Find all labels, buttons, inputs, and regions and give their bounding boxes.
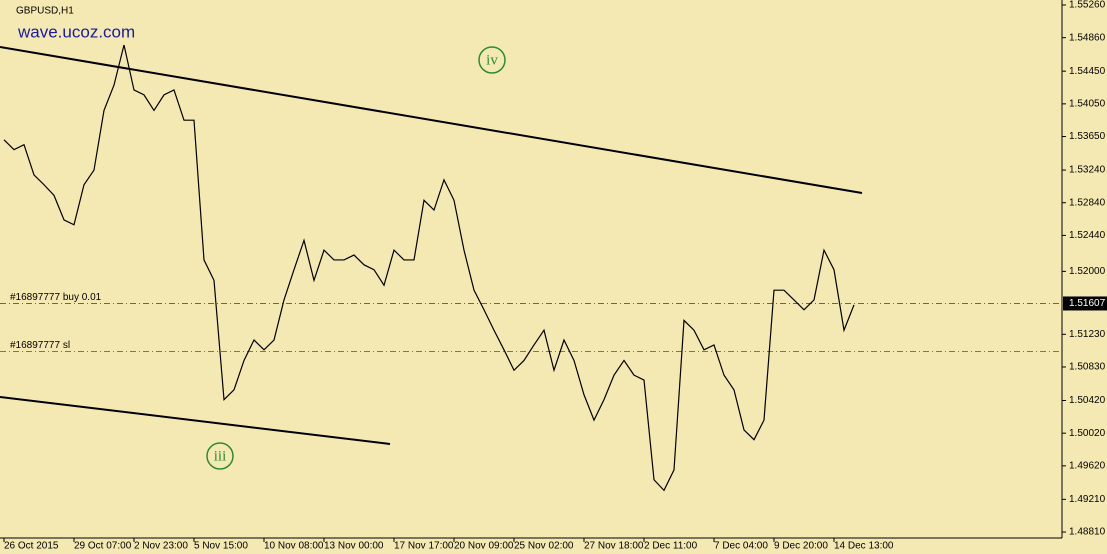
x-tick-label: 7 Dec 04:00 bbox=[714, 541, 768, 552]
y-tick-label: 1.55260 bbox=[1069, 0, 1106, 11]
watermark: wave.ucoz.com bbox=[17, 22, 135, 41]
x-tick-label: 27 Nov 18:00 bbox=[584, 541, 644, 552]
x-tick-label: 2 Nov 23:00 bbox=[134, 541, 188, 552]
y-tick-label: 1.49210 bbox=[1069, 494, 1106, 505]
y-tick-label: 1.50830 bbox=[1069, 362, 1106, 373]
y-tick-label: 1.53240 bbox=[1069, 165, 1106, 176]
x-tick-label: 13 Nov 00:00 bbox=[324, 541, 384, 552]
trend-line bbox=[0, 46, 863, 194]
x-tick-label: 9 Dec 20:00 bbox=[774, 541, 828, 552]
y-tick-label: 1.52000 bbox=[1069, 266, 1106, 277]
x-tick-label: 20 Nov 09:00 bbox=[454, 541, 514, 552]
x-tick-label: 17 Nov 17:00 bbox=[394, 541, 454, 552]
y-tick-label: 1.48810 bbox=[1069, 527, 1106, 538]
x-tick-label: 29 Oct 07:00 bbox=[74, 541, 132, 552]
wave-label: iv bbox=[486, 52, 498, 68]
trend-line bbox=[0, 396, 391, 445]
x-tick-label: 26 Oct 2015 bbox=[4, 541, 59, 552]
order-label: #16897777 buy 0.01 bbox=[10, 292, 102, 303]
y-tick-label: 1.51230 bbox=[1069, 329, 1106, 340]
y-tick-label: 1.52440 bbox=[1069, 230, 1106, 241]
y-tick-label: 1.54050 bbox=[1069, 98, 1106, 109]
x-tick-label: 5 Nov 15:00 bbox=[194, 541, 248, 552]
x-tick-label: 2 Dec 11:00 bbox=[644, 541, 698, 552]
y-tick-label: 1.50420 bbox=[1069, 395, 1106, 406]
y-tick-label: 1.52840 bbox=[1069, 197, 1106, 208]
x-tick-label: 10 Nov 08:00 bbox=[264, 541, 324, 552]
y-tick-label: 1.53650 bbox=[1069, 131, 1106, 142]
chart-title: GBPUSD,H1 bbox=[16, 6, 74, 17]
y-tick-label: 1.54450 bbox=[1069, 66, 1106, 77]
y-tick-label: 1.50020 bbox=[1069, 428, 1106, 439]
price-box bbox=[1063, 296, 1107, 311]
order-label: #16897777 sl bbox=[10, 340, 70, 351]
y-tick-label: 1.54860 bbox=[1069, 32, 1106, 43]
wave-circle bbox=[206, 442, 234, 470]
x-tick-label: 14 Dec 13:00 bbox=[834, 541, 894, 552]
wave-circle bbox=[478, 46, 506, 74]
y-tick-label: 1.49620 bbox=[1069, 460, 1106, 471]
wave-label: iii bbox=[214, 448, 227, 464]
price-label: 1.51607 bbox=[1069, 298, 1106, 309]
price-line bbox=[3, 44, 855, 492]
x-tick-label: 25 Nov 02:00 bbox=[514, 541, 574, 552]
